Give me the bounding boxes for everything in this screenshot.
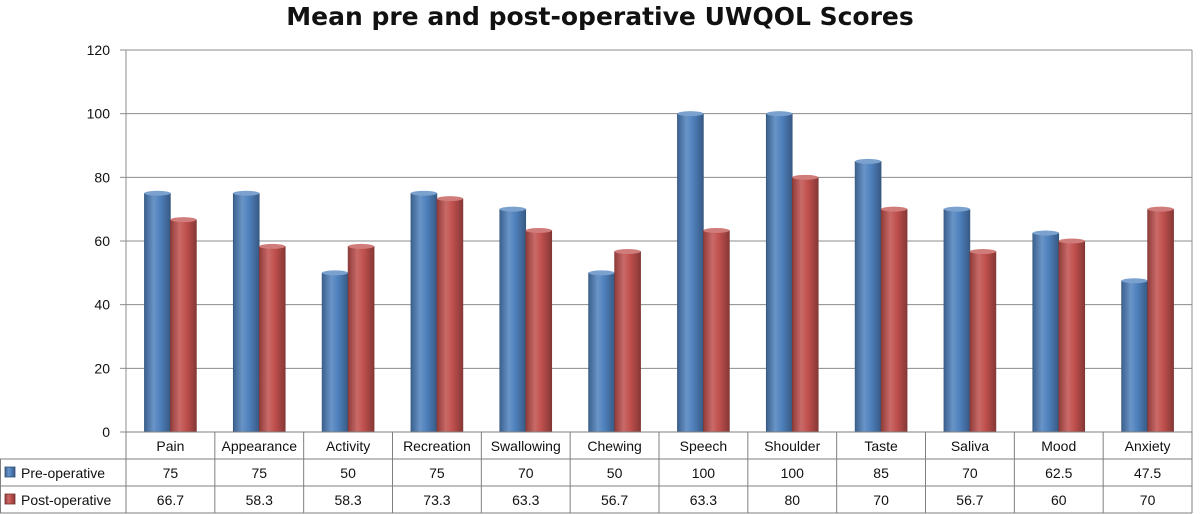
- bar-post-saliva: [969, 251, 997, 433]
- bar-post-activity: [347, 246, 375, 433]
- data-label: 75: [251, 465, 267, 481]
- bar-cap: [855, 158, 882, 164]
- y-tick-label: 80: [94, 169, 110, 185]
- y-tick-label: 60: [94, 233, 110, 249]
- bar-cap: [1058, 238, 1085, 244]
- bar-pre-taste: [854, 161, 882, 433]
- data-label: 58.3: [334, 492, 361, 508]
- category-label: Swallowing: [491, 438, 561, 454]
- bar-cap: [1147, 206, 1174, 212]
- bar-post-recreation: [436, 198, 464, 433]
- bar-post-taste: [880, 208, 908, 433]
- bar-cap: [259, 243, 286, 249]
- bar-cap: [144, 190, 171, 196]
- bar-cap: [170, 217, 197, 223]
- data-label: 75: [163, 465, 179, 481]
- bar-cap: [614, 249, 641, 255]
- series-label: Pre-operative: [21, 465, 105, 481]
- data-label: 63.3: [690, 492, 717, 508]
- bar-cap: [677, 111, 704, 117]
- category-label: Shoulder: [764, 438, 820, 454]
- data-label: 56.7: [956, 492, 983, 508]
- data-label: 75: [429, 465, 445, 481]
- bar-pre-mood: [1032, 232, 1060, 433]
- bar-post-pain: [170, 219, 197, 433]
- y-tick-label: 120: [87, 42, 111, 58]
- bar-cap: [703, 227, 730, 233]
- y-tick-label: 0: [102, 424, 110, 440]
- category-label: Anxiety: [1125, 438, 1171, 454]
- bar-cap: [525, 227, 552, 233]
- bar-cap: [436, 196, 463, 202]
- bar-cap: [1032, 230, 1059, 236]
- data-label: 85: [873, 465, 889, 481]
- bar-pre-swallowing: [499, 208, 527, 433]
- category-label: Taste: [864, 438, 898, 454]
- bar-cap: [322, 270, 349, 276]
- category-label: Saliva: [951, 438, 989, 454]
- data-label: 62.5: [1045, 465, 1072, 481]
- data-label: 70: [1140, 492, 1156, 508]
- data-label: 66.7: [157, 492, 184, 508]
- bar-post-chewing: [614, 251, 641, 433]
- bar-pre-shoulder: [765, 113, 793, 433]
- bar-cap: [1121, 278, 1148, 284]
- data-label: 70: [873, 492, 889, 508]
- bar-cap: [792, 174, 819, 180]
- data-label: 47.5: [1134, 465, 1161, 481]
- data-label: 56.7: [601, 492, 628, 508]
- legend-key-pre: [4, 466, 16, 478]
- data-label: 50: [340, 465, 356, 481]
- bar-cap: [410, 190, 437, 196]
- data-label: 70: [962, 465, 978, 481]
- bar-post-anxiety: [1147, 208, 1174, 433]
- data-label: 100: [781, 465, 805, 481]
- category-label: Chewing: [587, 438, 641, 454]
- bar-pre-anxiety: [1121, 280, 1148, 433]
- bar-post-swallowing: [525, 230, 553, 433]
- y-tick-label: 20: [94, 360, 110, 376]
- bar-cap: [969, 249, 996, 255]
- bar-pre-speech: [677, 113, 704, 433]
- bar-cap: [588, 270, 615, 276]
- data-label: 80: [784, 492, 800, 508]
- bar-cap: [499, 206, 526, 212]
- bar-post-shoulder: [791, 177, 819, 433]
- y-tick-label: 40: [94, 297, 110, 313]
- bar-cap: [233, 190, 260, 196]
- category-label: Pain: [156, 438, 184, 454]
- bar-pre-pain: [144, 192, 171, 433]
- bar-pre-activity: [321, 272, 349, 433]
- bar-cap: [943, 206, 970, 212]
- bar-post-appearance: [258, 246, 286, 433]
- data-label: 73.3: [423, 492, 450, 508]
- bar-cap: [881, 206, 908, 212]
- data-label: 70: [518, 465, 534, 481]
- bar-pre-chewing: [588, 272, 615, 433]
- y-tick-label: 100: [87, 106, 111, 122]
- bar-cap: [766, 111, 793, 117]
- data-label: 50: [607, 465, 623, 481]
- bar-post-speech: [703, 230, 730, 433]
- bar-pre-saliva: [943, 208, 971, 433]
- category-label: Mood: [1041, 438, 1076, 454]
- category-label: Speech: [680, 438, 727, 454]
- chart-title: Mean pre and post-operative UWQOL Scores: [286, 2, 914, 31]
- series-label: Post-operative: [21, 492, 111, 508]
- category-label: Appearance: [221, 438, 297, 454]
- category-label: Recreation: [403, 438, 471, 454]
- data-label: 63.3: [512, 492, 539, 508]
- bar-pre-recreation: [410, 192, 438, 433]
- data-label: 58.3: [246, 492, 273, 508]
- data-label: 100: [692, 465, 716, 481]
- bar-pre-appearance: [232, 192, 260, 433]
- category-label: Activity: [326, 438, 370, 454]
- bar-cap: [348, 243, 375, 249]
- data-label: 60: [1051, 492, 1067, 508]
- bar-post-mood: [1058, 240, 1086, 433]
- legend-key-post: [4, 493, 16, 505]
